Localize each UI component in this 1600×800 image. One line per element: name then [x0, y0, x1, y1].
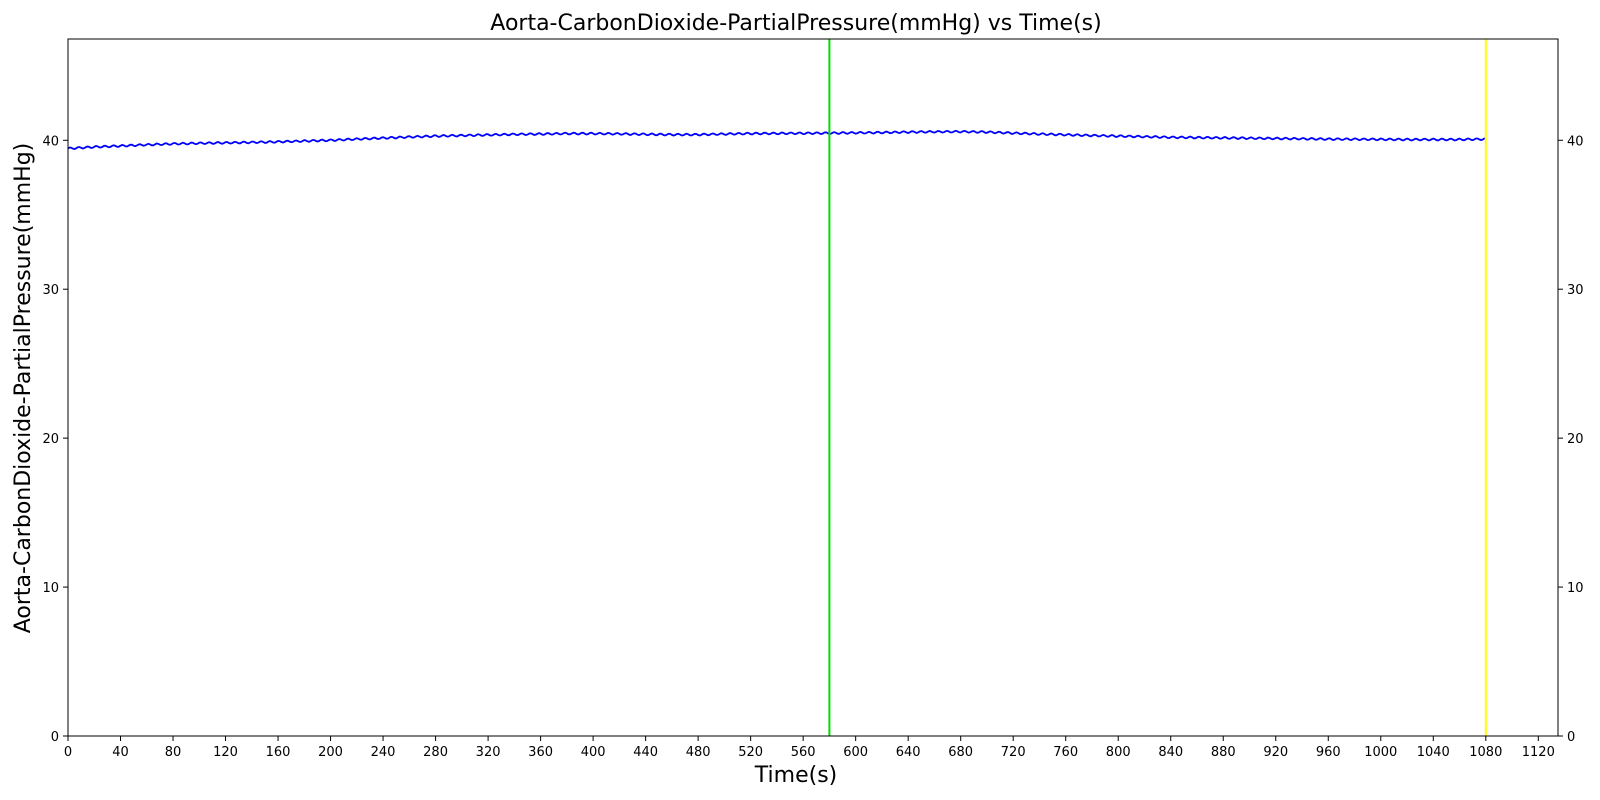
x-tick-label: 360 [528, 745, 553, 760]
y-right-tick-label: 30 [1567, 283, 1584, 298]
plot-area [67, 39, 1487, 736]
x-tick-label: 200 [318, 745, 343, 760]
x-tick-label: 1080 [1469, 745, 1502, 760]
x-tick-label: 1040 [1417, 745, 1450, 760]
x-tick-label: 1120 [1522, 745, 1555, 760]
chart-title: Aorta-CarbonDioxide-PartialPressure(mmHg… [490, 11, 1101, 36]
x-tick-label: 40 [112, 745, 129, 760]
y-right-tick-label: 40 [1567, 134, 1584, 149]
x-tick-label: 600 [843, 745, 868, 760]
x-tick-label: 960 [1316, 745, 1341, 760]
y-tick-label: 20 [42, 432, 59, 447]
y-tick-label: 0 [51, 730, 59, 745]
x-tick-label: 160 [266, 745, 291, 760]
y-axis-ticks-right: 0 10 20 30 40 [1558, 134, 1584, 745]
x-axis-ticks: 0 40 80 120 160 200 240 280 320 360 400 440 480 520 56… [64, 736, 1555, 760]
y-tick-label: 10 [42, 581, 59, 596]
x-tick-label: 640 [896, 745, 921, 760]
x-tick-label: 120 [213, 745, 238, 760]
x-tick-label: 400 [581, 745, 606, 760]
x-tick-label: 560 [791, 745, 816, 760]
x-axis-label: Time(s) [754, 763, 837, 788]
x-tick-label: 1000 [1364, 745, 1397, 760]
y-tick-label: 30 [42, 283, 59, 298]
x-tick-label: 880 [1211, 745, 1236, 760]
y-right-tick-label: 20 [1567, 432, 1584, 447]
x-tick-label: 240 [371, 745, 396, 760]
x-tick-label: 280 [423, 745, 448, 760]
x-tick-label: 720 [1001, 745, 1026, 760]
y-right-tick-label: 10 [1567, 581, 1584, 596]
x-tick-label: 440 [633, 745, 658, 760]
x-tick-label: 920 [1263, 745, 1288, 760]
y-axis-ticks: 0 10 20 30 40 [42, 134, 68, 745]
x-tick-label: 0 [64, 745, 72, 760]
x-tick-label: 80 [165, 745, 182, 760]
x-tick-label: 320 [476, 745, 501, 760]
series-line-0 [67, 129, 1487, 150]
x-tick-label: 840 [1158, 745, 1183, 760]
x-tick-label: 520 [738, 745, 763, 760]
x-tick-label: 480 [686, 745, 711, 760]
plot-frame [67, 38, 1559, 737]
y-axis-label: Aorta-CarbonDioxide-PartialPressure(mmHg… [11, 143, 36, 634]
y-tick-label: 40 [42, 134, 59, 149]
y-right-tick-label: 0 [1567, 730, 1575, 745]
x-tick-label: 800 [1106, 745, 1131, 760]
x-tick-label: 760 [1053, 745, 1078, 760]
x-tick-label: 680 [948, 745, 973, 760]
